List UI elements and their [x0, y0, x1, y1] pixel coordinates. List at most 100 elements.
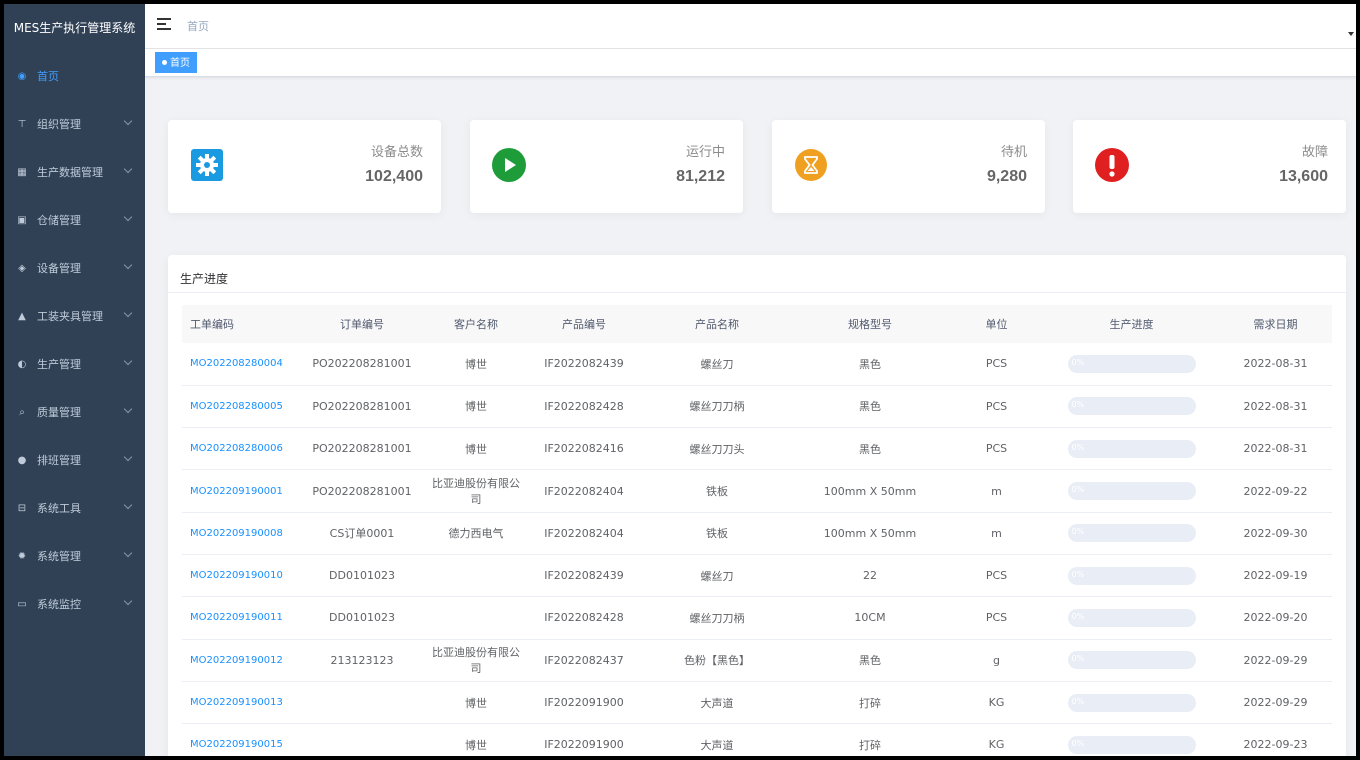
sidebar-item-8[interactable]: ● 排班管理	[4, 436, 145, 484]
sidebar-item-label: 排班管理	[37, 454, 81, 467]
stat-value: 81,212	[676, 168, 725, 185]
column-header[interactable]: 生产进度	[1109, 318, 1154, 331]
table-body: MO202208280004 PO202208281001 博世 IF20220824…	[182, 343, 1332, 756]
table-row[interactable]: MO202209190012 213123123 比亚迪股份有限公司 IF202208…	[182, 639, 1332, 682]
progress-text: 0%	[1071, 442, 1085, 452]
chevron-down-icon	[123, 164, 133, 174]
chevron-down-icon	[123, 260, 133, 270]
table-row[interactable]: MO202209190015 博世 IF2022091900 大声道 打碎 KG 0% 202…	[182, 724, 1332, 756]
column-header[interactable]: 产品名称	[695, 318, 739, 331]
cell-customer: 博世	[465, 400, 487, 414]
divider	[168, 292, 1346, 293]
progress-text: 0%	[1071, 527, 1085, 537]
sidebar-item-label: 系统工具	[37, 502, 81, 515]
cell-po: 213123123	[330, 653, 394, 667]
stat-card-total[interactable]: 设备总数 102,400	[168, 120, 441, 213]
cell-date: 2022-08-31	[1243, 357, 1308, 371]
progress-text: 0%	[1071, 696, 1085, 706]
work-order-link[interactable]: MO202209190015	[190, 739, 283, 751]
work-order-link[interactable]: MO202209190008	[190, 527, 283, 539]
column-header[interactable]: 单位	[985, 318, 1008, 331]
progress-bar: 0%	[1067, 735, 1196, 754]
cell-customer	[427, 554, 525, 596]
sidebar-item-label: 仓储管理	[37, 214, 81, 227]
stat-value: 9,280	[986, 168, 1027, 185]
cell-date: 2022-09-19	[1243, 569, 1308, 583]
chevron-down-icon	[123, 404, 133, 414]
table-row[interactable]: MO202209190001 PO202208281001 比亚迪股份有限公司 IF2…	[182, 470, 1332, 513]
user-dropdown-caret-icon[interactable]	[1348, 32, 1354, 36]
column-header[interactable]: 规格型号	[848, 318, 892, 331]
cell-product-name: 螺丝刀刀头	[689, 442, 745, 456]
stat-label: 设备总数	[370, 145, 423, 160]
column-header[interactable]: 客户名称	[454, 318, 498, 331]
stat-card-running[interactable]: 运行中 81,212	[470, 120, 743, 213]
cell-customer: 博世	[465, 738, 487, 752]
cell-spec: 黑色	[859, 654, 881, 668]
sidebar-item-label: 首页	[37, 70, 59, 83]
cell-product-code: IF2022091900	[544, 738, 624, 752]
table-row[interactable]: MO202209190008 CS订单0001 德力西电气 IF2022082404 铁…	[182, 512, 1332, 555]
table-row[interactable]: MO202209190011 DD0101023 IF2022082428 螺丝刀刀柄…	[182, 597, 1332, 640]
cell-po: DD0101023	[329, 611, 395, 625]
cell-product-name: 铁板	[706, 527, 728, 541]
table-row[interactable]: MO202208280004 PO202208281001 博世 IF20220824…	[182, 343, 1332, 386]
stat-label: 运行中	[685, 145, 725, 160]
stat-value: 102,400	[365, 168, 423, 185]
cell-product-code: IF2022082428	[544, 399, 624, 413]
cell-customer: 博世	[465, 696, 487, 710]
work-order-link[interactable]: MO202209190010	[190, 570, 283, 582]
table-row[interactable]: MO202208280005 PO202208281001 博世 IF20220824…	[182, 385, 1332, 428]
cell-unit: KG	[988, 696, 1005, 710]
sidebar-item-3[interactable]: ▣ 仓储管理	[4, 196, 145, 244]
cell-product-name: 螺丝刀	[700, 569, 734, 583]
work-order-link[interactable]: MO202208280005	[190, 400, 283, 412]
sidebar-item-5[interactable]: ▲ 工装夹具管理	[4, 292, 145, 340]
tag-home[interactable]: 首页	[155, 52, 197, 73]
progress-cell: 0%	[1044, 554, 1219, 596]
sidebar-item-11[interactable]: ▭ 系统监控	[4, 580, 145, 628]
cell-product-name: 色粉【黑色】	[684, 654, 750, 668]
cell-po	[297, 724, 427, 756]
table-row[interactable]: MO202209190010 DD0101023 IF2022082439 螺丝刀 22…	[182, 554, 1332, 597]
column-header[interactable]: 需求日期	[1253, 318, 1298, 331]
work-order-link[interactable]: MO202209190012	[190, 654, 283, 666]
progress-bar: 0%	[1067, 439, 1196, 458]
hamburger-icon[interactable]	[157, 18, 171, 32]
work-order-link[interactable]: MO202208280004	[190, 358, 283, 370]
sidebar-item-label: 设备管理	[37, 262, 81, 275]
column-header[interactable]: 工单编码	[190, 318, 234, 331]
progress-text: 0%	[1071, 569, 1085, 579]
progress-cell: 0%	[1044, 428, 1219, 470]
cell-product-code: IF2022082439	[544, 357, 624, 371]
sidebar-item-9[interactable]: ⊟ 系统工具	[4, 484, 145, 532]
column-header[interactable]: 订单编号	[340, 318, 384, 331]
breadcrumb[interactable]: 首页	[187, 20, 209, 33]
sidebar-item-2[interactable]: ▦ 生产数据管理	[4, 148, 145, 196]
work-order-link[interactable]: MO202209190013	[190, 697, 283, 709]
sidebar-item-1[interactable]: ⊤ 组织管理	[4, 100, 145, 148]
table-row[interactable]: MO202208280006 PO202208281001 博世 IF20220824…	[182, 428, 1332, 470]
progress-bar: 0%	[1067, 354, 1196, 373]
cell-unit: PCS	[985, 611, 1008, 625]
play-icon	[492, 148, 526, 182]
sidebar-item-6[interactable]: ◐ 生产管理	[4, 340, 145, 388]
progress-text: 0%	[1071, 738, 1085, 748]
sidebar-item-4[interactable]: ◈ 设备管理	[4, 244, 145, 292]
cell-date: 2022-08-31	[1243, 399, 1308, 413]
stat-card-standby[interactable]: 待机 9,280	[772, 120, 1045, 213]
work-order-link[interactable]: MO202209190001	[190, 485, 283, 497]
cell-po: CS订单0001	[329, 527, 395, 541]
work-order-link[interactable]: MO202209190011	[190, 612, 283, 624]
work-order-link[interactable]: MO202208280006	[190, 443, 283, 455]
cell-spec: 打碎	[859, 738, 881, 752]
progress-cell: 0%	[1044, 470, 1219, 512]
progress-text: 0%	[1071, 357, 1085, 367]
sidebar-item-10[interactable]: ✹ 系统管理	[4, 532, 145, 580]
table-row[interactable]: MO202209190013 博世 IF2022091900 大声道 打碎 KG 0% 202…	[182, 681, 1332, 724]
stat-card-fault[interactable]: 故障 13,600	[1073, 120, 1346, 213]
sidebar-item-7[interactable]: ⌕ 质量管理	[4, 388, 145, 436]
column-header[interactable]: 产品编号	[562, 318, 606, 331]
cell-po: PO202208281001	[312, 357, 412, 371]
sidebar-item-0[interactable]: ◉ 首页	[4, 52, 145, 100]
